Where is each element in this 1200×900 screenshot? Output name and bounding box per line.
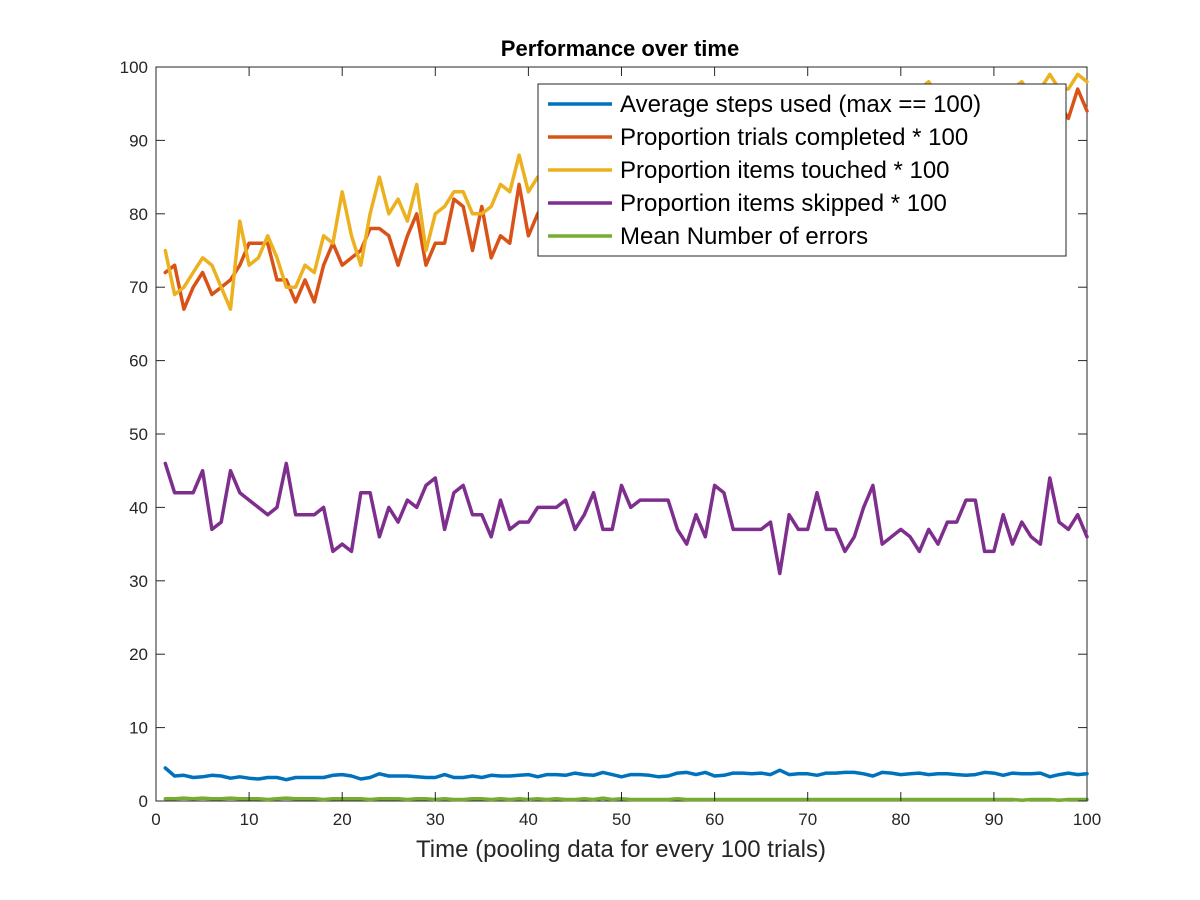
x-tick-label: 100 bbox=[1073, 810, 1101, 829]
y-tick-label: 80 bbox=[129, 205, 148, 224]
legend-label-2: Proportion trials completed * 100 bbox=[620, 124, 968, 151]
series-line-5 bbox=[163, 796, 1089, 803]
y-tick-label: 30 bbox=[129, 572, 148, 591]
y-tick-label: 90 bbox=[129, 131, 148, 150]
y-tick-label: 10 bbox=[129, 719, 148, 738]
x-tick-label: 70 bbox=[798, 810, 817, 829]
y-tick-label: 100 bbox=[120, 58, 148, 77]
legend: Average steps used (max == 100) Proportio… bbox=[537, 83, 1067, 257]
x-tick-label: 50 bbox=[612, 810, 631, 829]
axis-ticks: 0 10 20 30 40 50 60 70 80 90 100 0 10 20 30 40 50 60 70 80 9… bbox=[120, 58, 1102, 829]
legend-label-1: Average steps used (max == 100) bbox=[620, 91, 981, 118]
series-line-4 bbox=[163, 461, 1089, 576]
y-tick-label: 0 bbox=[139, 792, 148, 811]
legend-label-5: Mean Number of errors bbox=[620, 223, 868, 250]
x-tick-label: 90 bbox=[984, 810, 1003, 829]
y-tick-label: 40 bbox=[129, 498, 148, 517]
x-tick-label: 10 bbox=[240, 810, 259, 829]
x-tick-label: 60 bbox=[705, 810, 724, 829]
y-tick-label: 60 bbox=[129, 352, 148, 371]
x-tick-label: 0 bbox=[151, 810, 160, 829]
legend-box bbox=[537, 83, 1067, 257]
chart-title: Performance over time bbox=[501, 36, 739, 61]
y-tick-label: 20 bbox=[129, 645, 148, 664]
y-tick-label: 70 bbox=[129, 278, 148, 297]
x-axis-label: Time (pooling data for every 100 trials) bbox=[416, 836, 826, 863]
legend-label-4: Proportion items skipped * 100 bbox=[620, 190, 947, 217]
x-tick-label: 20 bbox=[333, 810, 352, 829]
series-line-1 bbox=[163, 766, 1089, 782]
x-tick-label: 30 bbox=[426, 810, 445, 829]
y-tick-label: 50 bbox=[129, 425, 148, 444]
x-tick-label: 40 bbox=[519, 810, 538, 829]
legend-label-3: Proportion items touched * 100 bbox=[620, 157, 950, 184]
x-tick-label: 80 bbox=[891, 810, 910, 829]
